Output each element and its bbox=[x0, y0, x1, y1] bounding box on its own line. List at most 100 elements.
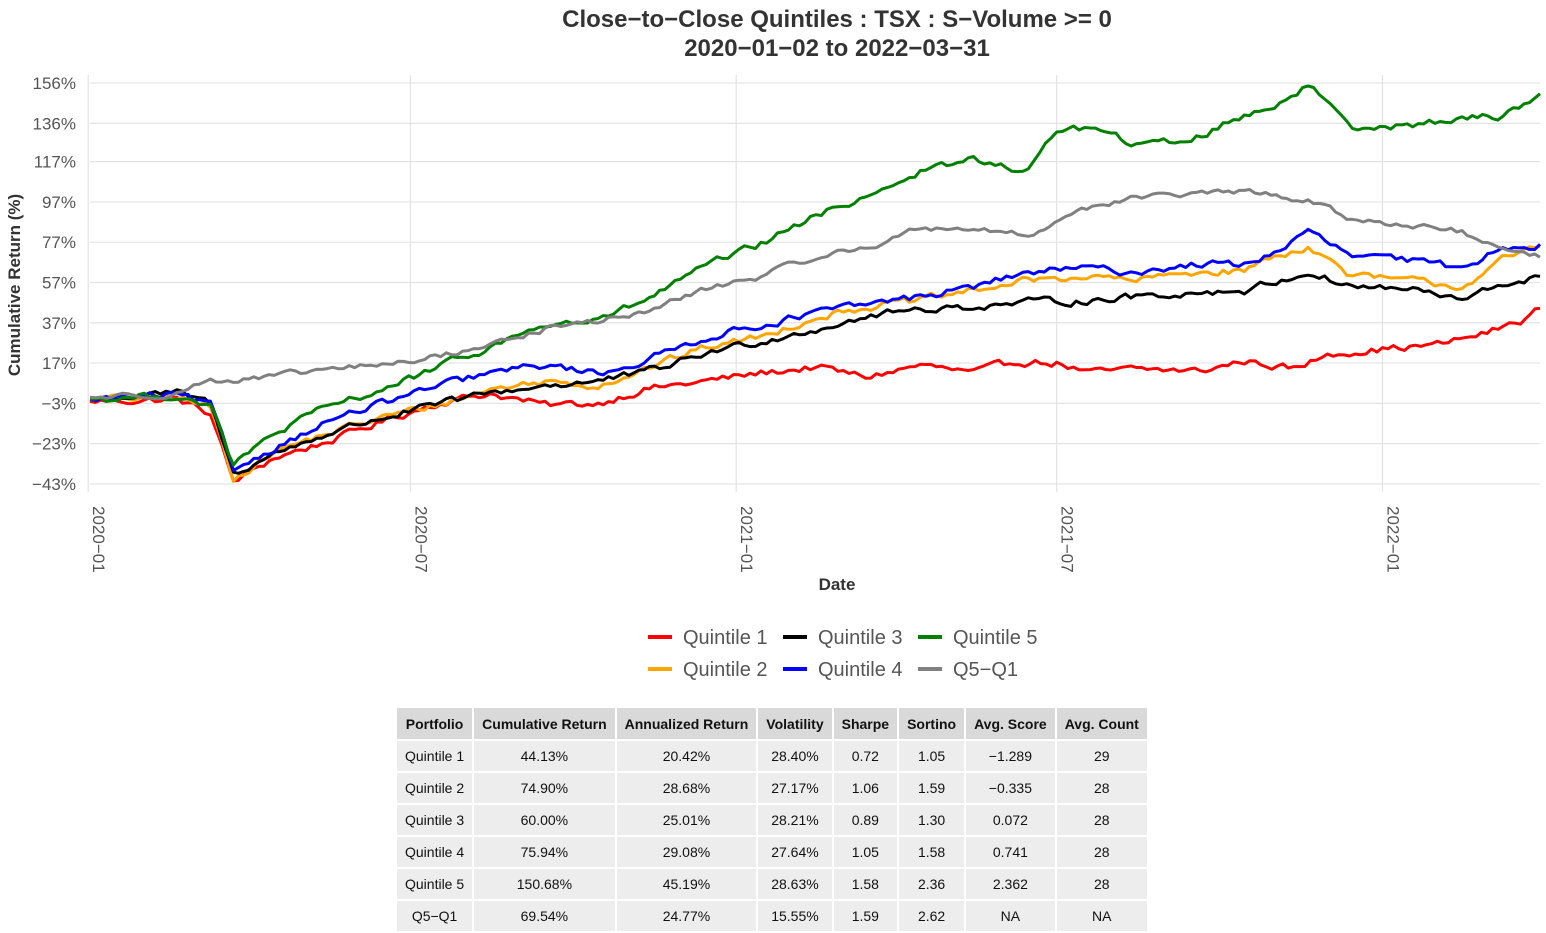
table-cell: 25.01% bbox=[614, 803, 759, 837]
table-row: Quintile 5 150.68% 45.19% 28.63% 1.58 2.36 2.3… bbox=[394, 867, 1149, 901]
legend-label: Quintile 4 bbox=[818, 659, 903, 681]
x-tick-label: 2020−07 bbox=[411, 506, 430, 573]
table-header-cell: Cumulative Return bbox=[472, 706, 617, 741]
table-cell: 27.64% bbox=[756, 835, 834, 869]
table-cell: NA bbox=[964, 899, 1057, 933]
table-cell: 28 bbox=[1054, 803, 1149, 837]
table-header-row: Portfolio Cumulative Return Annualized Ret… bbox=[394, 706, 1149, 741]
table-cell: 1.59 bbox=[831, 899, 900, 933]
table-cell: 0.72 bbox=[831, 739, 900, 773]
series-line-3 bbox=[89, 273, 1541, 475]
table-header-cell: Sortino bbox=[897, 706, 967, 741]
y-tick-label: 37% bbox=[42, 314, 76, 333]
table-cell: Quintile 4 bbox=[394, 835, 475, 869]
table-cell: 2.36 bbox=[897, 867, 967, 901]
y-axis-ticks: 156% 136% 117% 97% 77% 57% 37% 17% −3% −23% −43% bbox=[32, 74, 76, 494]
table-cell: 1.58 bbox=[831, 867, 900, 901]
table-cell: 27.17% bbox=[756, 771, 834, 805]
table-cell: 75.94% bbox=[472, 835, 617, 869]
y-tick-label: −23% bbox=[32, 435, 76, 454]
table-cell: Quintile 3 bbox=[394, 803, 475, 837]
table-header-cell: Avg. Count bbox=[1054, 706, 1149, 741]
table-cell: Quintile 2 bbox=[394, 771, 475, 805]
table-cell: 0.741 bbox=[964, 835, 1057, 869]
table-cell: 1.06 bbox=[831, 771, 900, 805]
chart: Close−to−Close Quintiles : TSX : S−Volum… bbox=[5, 6, 1542, 681]
table-cell: −1.289 bbox=[964, 739, 1057, 773]
table-cell: 45.19% bbox=[614, 867, 759, 901]
series-line-5 bbox=[89, 84, 1541, 467]
table-cell: 15.55% bbox=[756, 899, 834, 933]
table-header-cell: Sharpe bbox=[831, 706, 900, 741]
table-cell: 28.63% bbox=[756, 867, 834, 901]
y-tick-label: 156% bbox=[33, 74, 76, 93]
x-tick-label: 2022−01 bbox=[1383, 506, 1402, 573]
performance-table: Portfolio Cumulative Return Annualized Ret… bbox=[394, 706, 1149, 933]
table-cell: 1.05 bbox=[831, 835, 900, 869]
y-tick-label: −3% bbox=[42, 394, 77, 413]
table-header-cell: Avg. Score bbox=[964, 706, 1057, 741]
y-tick-label: 97% bbox=[42, 193, 76, 212]
table-cell: 2.362 bbox=[964, 867, 1057, 901]
y-tick-label: 57% bbox=[42, 273, 76, 292]
table-cell: 28 bbox=[1054, 867, 1149, 901]
y-tick-label: 117% bbox=[34, 153, 76, 172]
y-tick-label: 77% bbox=[42, 233, 76, 252]
table-cell: 69.54% bbox=[472, 899, 617, 933]
table-cell: 44.13% bbox=[472, 739, 617, 773]
x-tick-label: 2020−01 bbox=[89, 506, 108, 573]
table-cell: 28.21% bbox=[756, 803, 834, 837]
series-line-1 bbox=[89, 306, 1541, 483]
chart-subtitle: 2020−01−02 to 2022−03−31 bbox=[684, 35, 990, 62]
table-cell: 28.68% bbox=[614, 771, 759, 805]
legend-label: Quintile 3 bbox=[818, 627, 903, 649]
table-row: Quintile 3 60.00% 25.01% 28.21% 0.89 1.30 0.07… bbox=[394, 803, 1149, 837]
series-line-4 bbox=[89, 227, 1542, 472]
x-tick-label: 2021−01 bbox=[737, 506, 756, 573]
table-row: Quintile 4 75.94% 29.08% 27.64% 1.05 1.58 0.74… bbox=[394, 835, 1149, 869]
table-body: Quintile 1 44.13% 20.42% 28.40% 0.72 1.05 −1.2… bbox=[394, 739, 1149, 933]
x-tick-label: 2021−07 bbox=[1058, 506, 1077, 573]
y-axis-title: Cumulative Return (%) bbox=[5, 194, 24, 376]
y-tick-label: 136% bbox=[33, 114, 76, 133]
table-cell: 0.072 bbox=[964, 803, 1057, 837]
chart-title: Close−to−Close Quintiles : TSX : S−Volum… bbox=[562, 6, 1112, 33]
table-cell: 1.59 bbox=[897, 771, 967, 805]
table-cell: NA bbox=[1054, 899, 1149, 933]
table-row: Q5−Q1 69.54% 24.77% 15.55% 1.59 2.62 NA NA bbox=[394, 899, 1149, 933]
table-cell: 60.00% bbox=[472, 803, 617, 837]
table-cell: −0.335 bbox=[964, 771, 1057, 805]
table-cell: 28.40% bbox=[756, 739, 834, 773]
legend-label: Quintile 1 bbox=[683, 627, 768, 649]
table-cell: Quintile 5 bbox=[394, 867, 475, 901]
legend-label: Quintile 5 bbox=[953, 627, 1038, 649]
table-cell: 20.42% bbox=[614, 739, 759, 773]
y-tick-label: 17% bbox=[42, 354, 76, 373]
table-cell: 29 bbox=[1054, 739, 1149, 773]
table-cell: Q5−Q1 bbox=[394, 899, 475, 933]
table-cell: 28 bbox=[1054, 835, 1149, 869]
series-lines bbox=[89, 84, 1542, 483]
table-header-cell: Volatility bbox=[756, 706, 834, 741]
table-cell: 0.89 bbox=[831, 803, 900, 837]
legend: Quintile 1 Quintile 2 Quintile 3 Quintile 4… bbox=[648, 627, 1038, 681]
table-row: Quintile 2 74.90% 28.68% 27.17% 1.06 1.59 −0.3… bbox=[394, 771, 1149, 805]
table-cell: 1.58 bbox=[897, 835, 967, 869]
x-axis-ticks: 2020−01 2020−07 2021−01 2021−07 2022−01 bbox=[89, 506, 1402, 573]
series-line-6 bbox=[89, 188, 1541, 401]
table-cell: 28 bbox=[1054, 771, 1149, 805]
table-cell: 1.05 bbox=[897, 739, 967, 773]
table-cell: Quintile 1 bbox=[394, 739, 475, 773]
table-cell: 1.30 bbox=[897, 803, 967, 837]
table-cell: 24.77% bbox=[614, 899, 759, 933]
y-tick-label: −43% bbox=[32, 475, 76, 494]
legend-label: Q5−Q1 bbox=[953, 659, 1018, 681]
table-cell: 74.90% bbox=[472, 771, 617, 805]
table-cell: 150.68% bbox=[472, 867, 617, 901]
series-line-2 bbox=[89, 244, 1541, 483]
grid bbox=[87, 75, 1540, 492]
legend-label: Quintile 2 bbox=[683, 659, 768, 681]
table-header-cell: Portfolio bbox=[394, 706, 475, 741]
table-cell: 29.08% bbox=[614, 835, 759, 869]
table-row: Quintile 1 44.13% 20.42% 28.40% 0.72 1.05 −1.2… bbox=[394, 739, 1149, 773]
